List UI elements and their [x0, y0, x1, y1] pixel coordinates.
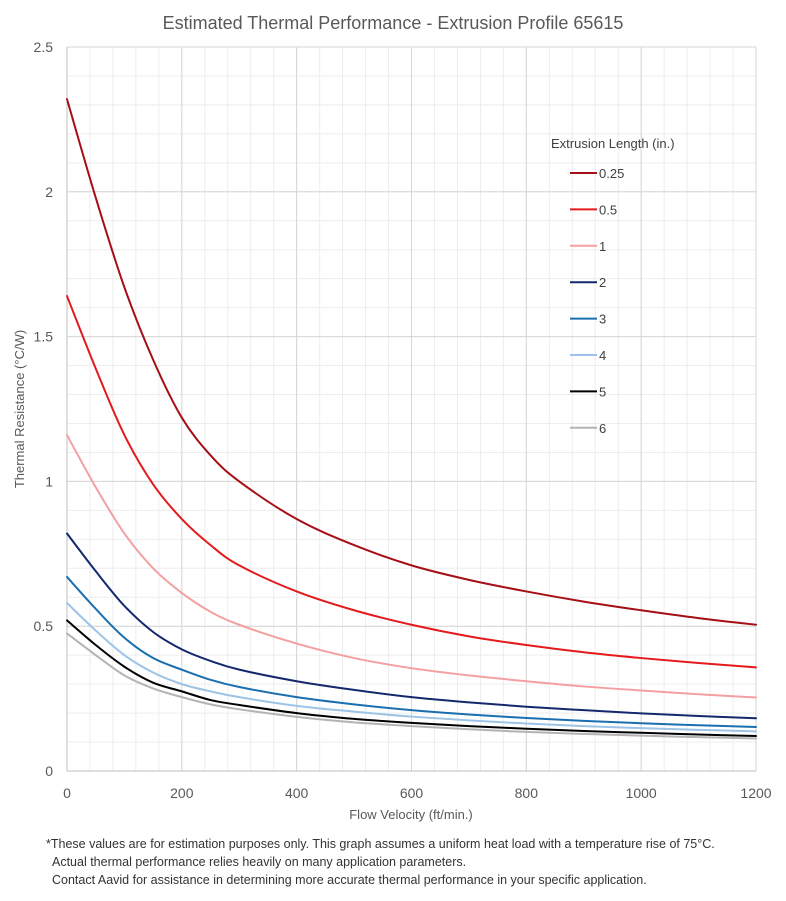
series-line-1 [66, 434, 757, 699]
x-tick-label: 800 [515, 785, 539, 801]
legend-label-0-5: 0.5 [599, 202, 617, 217]
series-line-2 [66, 532, 757, 720]
y-tick-label: 1.5 [34, 329, 54, 345]
footnote-line-1: *These values are for estimation purpose… [46, 837, 715, 851]
y-axis-label: Thermal Resistance (°C/W) [12, 330, 27, 488]
y-tick-label: 1 [45, 473, 53, 489]
series-line-4 [66, 602, 757, 733]
x-tick-label: 0 [63, 785, 71, 801]
chart-title: Estimated Thermal Performance - Extrusio… [163, 13, 624, 33]
y-tick-label: 0 [45, 763, 53, 779]
legend-label-3: 3 [599, 312, 606, 327]
x-tick-label: 1200 [740, 785, 771, 801]
series-line-3 [66, 575, 757, 728]
y-tick-label: 2 [45, 184, 53, 200]
series-layer [66, 98, 757, 740]
footnote-line-2: Actual thermal performance relies heavil… [52, 855, 467, 869]
legend-label-2: 2 [599, 275, 606, 290]
series-line-6 [66, 632, 757, 740]
x-tick-label: 600 [400, 785, 424, 801]
grid-layer [66, 46, 757, 772]
x-tick-label: 400 [285, 785, 309, 801]
series-line-5 [66, 619, 757, 737]
x-axis-label: Flow Velocity (ft/min.) [349, 807, 473, 822]
series-line-0-5 [66, 295, 757, 669]
legend-label-0-25: 0.25 [599, 166, 624, 181]
axis-layer: 0 200 400 600 800 1000 1200 0 0.5 1 1.5 2 2.5 [34, 39, 772, 801]
legend-label-4: 4 [599, 348, 606, 363]
x-tick-label: 1000 [626, 785, 657, 801]
series-line-0-25 [66, 98, 757, 626]
legend: Extrusion Length (in.) 0.25 0.5 1 2 3 4 5 6 [551, 136, 675, 436]
legend-title: Extrusion Length (in.) [551, 136, 675, 151]
legend-label-6: 6 [599, 421, 606, 436]
y-tick-label: 2.5 [34, 39, 54, 55]
y-tick-label: 0.5 [34, 618, 54, 634]
legend-label-5: 5 [599, 384, 606, 399]
legend-label-1: 1 [599, 239, 606, 254]
x-tick-label: 200 [170, 785, 194, 801]
footnote-line-3: Contact Aavid for assistance in determin… [52, 873, 647, 887]
